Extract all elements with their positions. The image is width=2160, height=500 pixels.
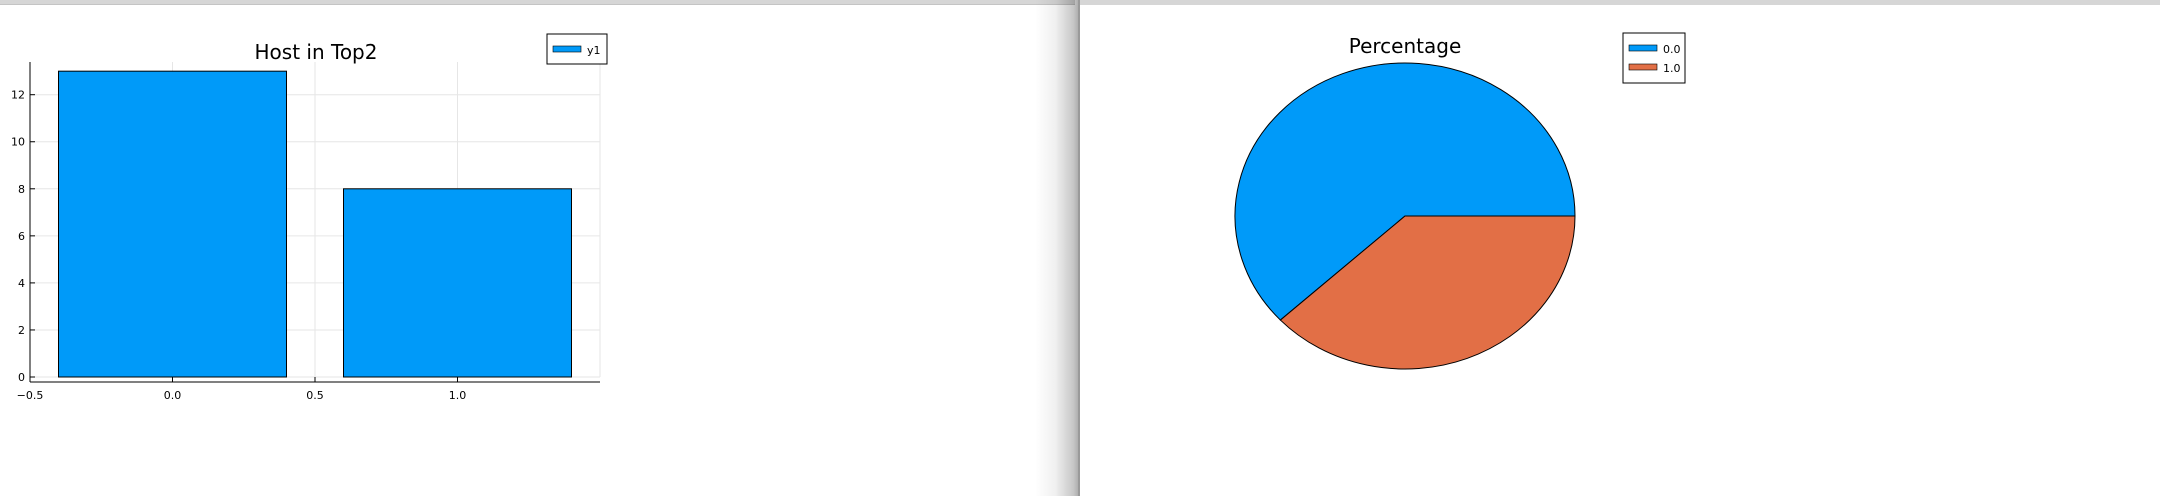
top-divider-left [0, 0, 1075, 5]
legend-label-y1: y1 [587, 44, 601, 57]
panel-splitter-shadow [1035, 0, 1080, 496]
y-tick-label: 10 [11, 136, 25, 149]
pie-chart-panel: Percentage 0.0 1.0 [1080, 5, 2160, 496]
legend-swatch-y1 [552, 45, 582, 53]
x-tick-label: 0.5 [306, 389, 324, 402]
y-tick-label: 6 [18, 230, 25, 243]
bar-1 [343, 188, 572, 378]
x-tick-label: −0.5 [17, 389, 44, 402]
legend: y1 [546, 33, 608, 65]
chart-title: Percentage [1349, 34, 1462, 58]
y-tick-label: 12 [11, 89, 25, 102]
x-tick-label: 0.0 [164, 389, 182, 402]
bar-chart: 0 2 4 6 8 10 12 −0.5 0.0 0.5 1.0 Host in Top2 y1 [11, 33, 608, 402]
x-tick-label: 1.0 [449, 389, 467, 402]
panel-splitter[interactable] [1078, 0, 1080, 496]
legend-swatch-1.0 [1628, 63, 1658, 71]
y-tick-label: 0 [18, 371, 25, 384]
y-tick-label: 8 [18, 183, 25, 196]
bar-0 [58, 70, 287, 378]
legend-label-0.0: 0.0 [1663, 43, 1681, 56]
bar-chart-panel: 0 2 4 6 8 10 12 −0.5 0.0 0.5 1.0 Host in Top2 y1 [0, 5, 1075, 496]
pie-slice-1.0 [1279, 215, 1576, 370]
legend-swatch-0.0 [1628, 44, 1658, 52]
pie-chart: Percentage 0.0 1.0 [1234, 32, 1686, 370]
y-tick-label: 4 [18, 277, 25, 290]
legend-label-1.0: 1.0 [1663, 62, 1681, 75]
y-tick-label: 2 [18, 324, 25, 337]
pie-slice-0.0 [1234, 62, 1576, 321]
legend: 0.0 1.0 [1622, 32, 1686, 84]
chart-title: Host in Top2 [255, 40, 378, 64]
